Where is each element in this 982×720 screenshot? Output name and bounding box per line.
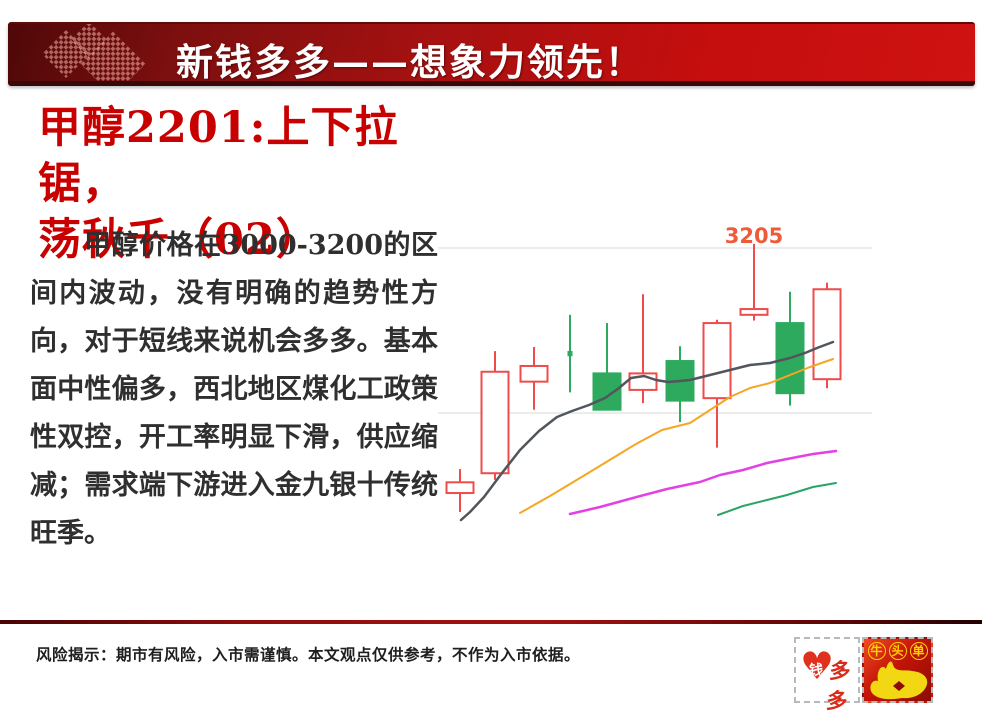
candle-body [519,364,549,383]
ma-magenta [568,449,838,516]
candle-body [567,350,573,357]
header-banner: 新钱多多——想象力领先！ [8,22,975,86]
ma-orange [519,358,834,514]
candle-body [592,372,622,411]
article-title-line2: 荡秋千（02） [38,215,320,265]
footer-divider [0,620,982,624]
bull-stamp-title: 牛 头 单 [864,642,931,660]
heart-char: 钱 [809,663,823,679]
ma-green [717,482,837,516]
stamp-niutoudan-logo: 牛 头 单 [862,637,933,703]
stamp-qianduoduo-logo: ♥ 钱 多多 [794,637,860,713]
risk-disclaimer: 风险揭示：期市有风险，入市需谨慎。本文观点仅供参考，不作为入市依据。 [36,646,581,664]
candle-body [812,288,842,381]
price-annotation: 3205 [725,224,783,248]
bull-head-icon [870,661,928,700]
ma-dark [459,340,835,522]
article-body: 甲醇价格在3000-3200的区间内波动，没有明确的趋势性方向，对于短线来说机会… [30,230,438,549]
heart-icon: ♥ 钱 [800,644,835,688]
candle-body [739,308,769,316]
article-title-line1: 甲醇2201:上下拉锯， [38,103,399,209]
stamp-money-suffix: 多多 [825,658,850,713]
article-title: 甲醇2201:上下拉锯， 荡秋千（02） [38,100,468,268]
candle-body [445,481,475,495]
banner-title: 新钱多多——想象力领先！ [176,40,644,84]
candle-body [480,370,510,475]
candle-body [702,322,732,400]
